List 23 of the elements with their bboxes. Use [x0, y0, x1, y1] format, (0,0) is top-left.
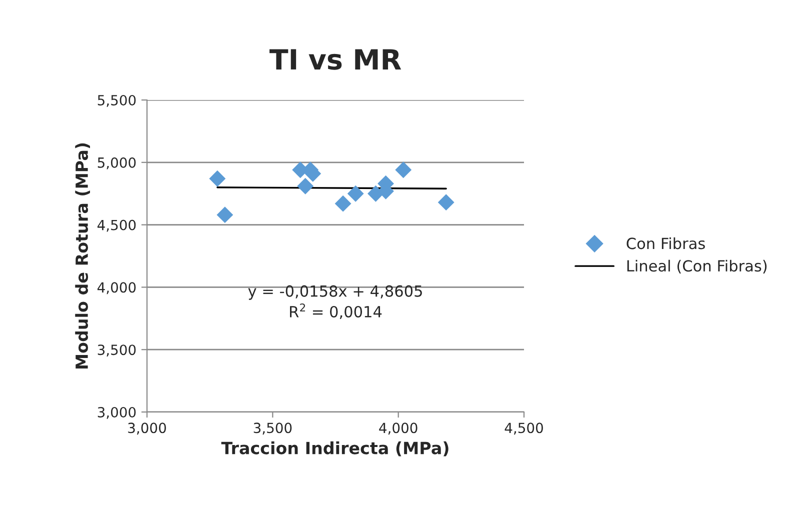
- y-tick-label: 4,500: [98, 220, 136, 232]
- x-tick-label: 4,000: [379, 422, 418, 435]
- y-tick-label: 4,000: [98, 282, 136, 294]
- x-tick-label: 4,500: [504, 422, 543, 435]
- y-axis-title: Modulo de Rotura (MPa): [75, 143, 90, 368]
- chart-title: TI vs MR: [269, 49, 402, 70]
- y-tick-label: 3,000: [98, 406, 136, 419]
- point: [334, 195, 352, 212]
- annotation: y = -0,0158x + 4,8605 R$^{2}$ = 0,0014: [248, 285, 422, 320]
- point: [395, 162, 412, 178]
- legend-label: Con Fibras: [626, 237, 705, 250]
- x-tick-label: 3,000: [128, 422, 166, 435]
- y-tick-label: 5,000: [98, 157, 136, 170]
- legend-label: Lineal (Con Fibras): [627, 260, 767, 274]
- y-tick-label: 5,500: [98, 94, 136, 107]
- point: [216, 206, 234, 224]
- y-tick-label: 3,500: [98, 344, 136, 356]
- point: [438, 194, 454, 211]
- point: [347, 185, 364, 202]
- point: [209, 170, 226, 187]
- point: [297, 178, 314, 194]
- x-tick-label: 3,500: [254, 422, 292, 435]
- x-axis-title: Traccion Indirecta (MPa): [221, 441, 448, 456]
